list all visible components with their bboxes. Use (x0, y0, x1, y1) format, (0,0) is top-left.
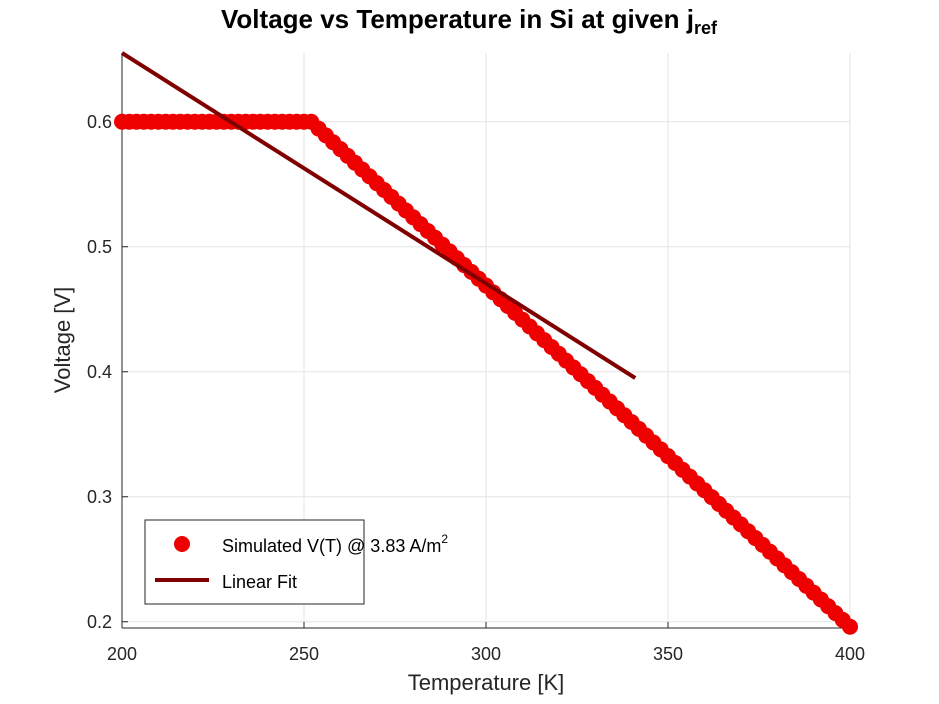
fit-series (120, 51, 637, 380)
y-axis-label: Voltage [V] (50, 287, 75, 393)
x-axis-label: Temperature [K] (408, 670, 565, 695)
x-ticks: 200 250 300 350 400 (107, 622, 865, 664)
legend: Simulated V(T) @ 3.83 A/m2 Linear Fit (144, 519, 448, 605)
x-tick-label: 350 (653, 644, 683, 664)
x-tick-label: 250 (289, 644, 319, 664)
y-tick-label: 0.6 (87, 112, 112, 132)
y-ticks: 0.2 0.3 0.4 0.5 0.6 (87, 112, 128, 632)
y-tick-label: 0.3 (87, 487, 112, 507)
x-tick-label: 300 (471, 644, 501, 664)
legend-marker-simulated (174, 536, 190, 552)
fit-line (120, 51, 637, 380)
y-tick-label: 0.4 (87, 362, 112, 382)
x-tick-label: 200 (107, 644, 137, 664)
y-tick-label: 0.5 (87, 237, 112, 257)
chart-title: Voltage vs Temperature in Si at given jr… (221, 4, 718, 38)
y-tick-label: 0.2 (87, 612, 112, 632)
data-point (842, 618, 858, 635)
legend-label-simulated: Simulated V(T) @ 3.83 A/m2 (222, 532, 448, 556)
grid (121, 53, 851, 628)
x-tick-label: 400 (835, 644, 865, 664)
legend-label-fit: Linear Fit (222, 572, 297, 592)
legend-box (144, 519, 365, 605)
